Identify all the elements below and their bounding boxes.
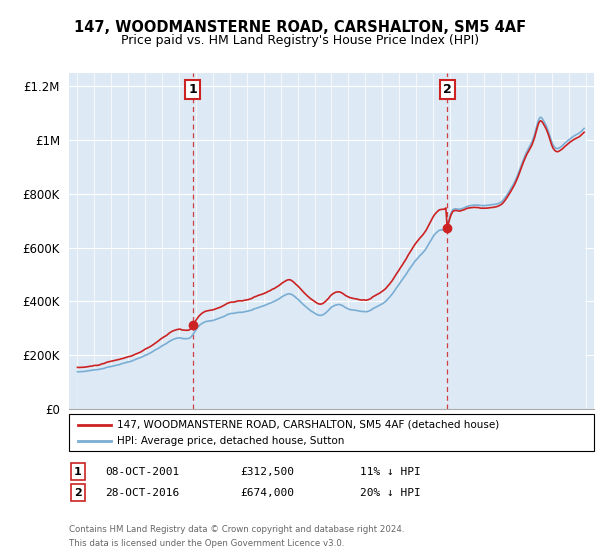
Text: Contains HM Land Registry data © Crown copyright and database right 2024.: Contains HM Land Registry data © Crown c… <box>69 525 404 534</box>
Text: 20% ↓ HPI: 20% ↓ HPI <box>360 488 421 498</box>
Text: 28-OCT-2016: 28-OCT-2016 <box>105 488 179 498</box>
Text: HPI: Average price, detached house, Sutton: HPI: Average price, detached house, Sutt… <box>117 436 344 446</box>
Text: 147, WOODMANSTERNE ROAD, CARSHALTON, SM5 4AF (detached house): 147, WOODMANSTERNE ROAD, CARSHALTON, SM5… <box>117 419 499 430</box>
Text: Price paid vs. HM Land Registry's House Price Index (HPI): Price paid vs. HM Land Registry's House … <box>121 34 479 46</box>
Text: 1: 1 <box>74 466 82 477</box>
Text: 147, WOODMANSTERNE ROAD, CARSHALTON, SM5 4AF: 147, WOODMANSTERNE ROAD, CARSHALTON, SM5… <box>74 20 526 35</box>
Text: 2: 2 <box>443 83 452 96</box>
Text: £674,000: £674,000 <box>240 488 294 498</box>
Text: 1: 1 <box>188 83 197 96</box>
Text: 11% ↓ HPI: 11% ↓ HPI <box>360 466 421 477</box>
Text: £312,500: £312,500 <box>240 466 294 477</box>
Text: 2: 2 <box>74 488 82 498</box>
Text: This data is licensed under the Open Government Licence v3.0.: This data is licensed under the Open Gov… <box>69 539 344 548</box>
Text: 08-OCT-2001: 08-OCT-2001 <box>105 466 179 477</box>
